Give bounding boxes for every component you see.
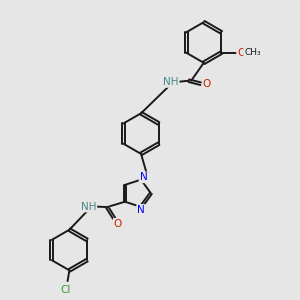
Text: Cl: Cl bbox=[60, 285, 71, 295]
Text: NH: NH bbox=[81, 202, 96, 212]
Text: NH: NH bbox=[163, 77, 179, 87]
Text: O: O bbox=[114, 219, 122, 229]
Text: O: O bbox=[237, 48, 245, 58]
Text: CH₃: CH₃ bbox=[244, 48, 261, 57]
Text: O: O bbox=[202, 79, 211, 89]
Text: N: N bbox=[140, 172, 147, 182]
Text: N: N bbox=[137, 205, 145, 215]
